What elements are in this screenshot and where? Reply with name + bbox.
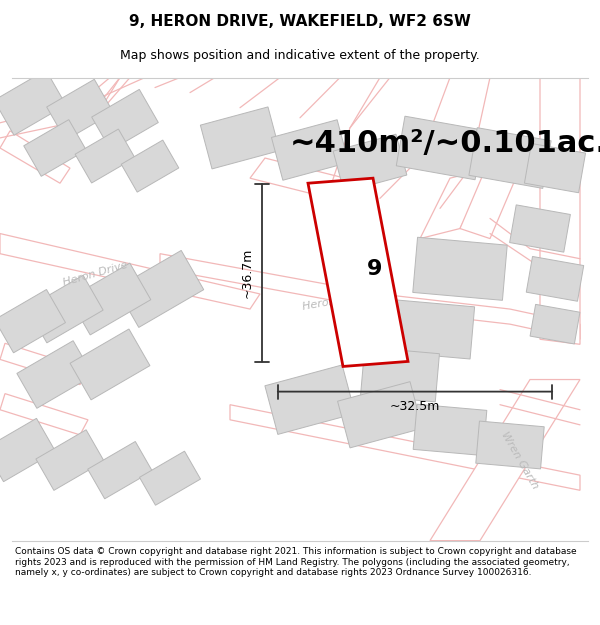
- Polygon shape: [524, 144, 586, 192]
- Polygon shape: [0, 289, 65, 352]
- Polygon shape: [413, 404, 487, 456]
- Polygon shape: [540, 78, 580, 344]
- Polygon shape: [24, 119, 86, 176]
- Polygon shape: [469, 127, 551, 188]
- Polygon shape: [121, 140, 179, 192]
- Polygon shape: [70, 329, 150, 400]
- Polygon shape: [430, 379, 580, 541]
- Text: Wren Garth: Wren Garth: [500, 430, 541, 491]
- Polygon shape: [230, 405, 580, 490]
- Polygon shape: [509, 205, 571, 252]
- Polygon shape: [338, 382, 422, 448]
- Text: 9, HERON DRIVE, WAKEFIELD, WF2 6SW: 9, HERON DRIVE, WAKEFIELD, WF2 6SW: [129, 14, 471, 29]
- Text: Heron Drive: Heron Drive: [61, 260, 128, 288]
- Polygon shape: [530, 304, 580, 344]
- Polygon shape: [413, 238, 507, 301]
- Polygon shape: [0, 131, 70, 183]
- Polygon shape: [361, 347, 439, 402]
- Polygon shape: [69, 263, 151, 335]
- Polygon shape: [17, 341, 93, 408]
- Text: Heron Drive: Heron Drive: [301, 290, 369, 312]
- Polygon shape: [200, 107, 280, 169]
- Text: Map shows position and indicative extent of the property.: Map shows position and indicative extent…: [120, 49, 480, 62]
- Polygon shape: [526, 256, 584, 301]
- Polygon shape: [139, 451, 200, 505]
- Polygon shape: [0, 343, 88, 384]
- Polygon shape: [88, 441, 152, 499]
- Polygon shape: [92, 89, 158, 150]
- Text: Contains OS data © Crown copyright and database right 2021. This information is : Contains OS data © Crown copyright and d…: [15, 548, 577, 577]
- Polygon shape: [47, 79, 113, 140]
- Polygon shape: [250, 158, 345, 198]
- Polygon shape: [460, 158, 520, 239]
- Text: ~32.5m: ~32.5m: [390, 399, 440, 412]
- Polygon shape: [75, 129, 135, 183]
- Polygon shape: [265, 365, 355, 434]
- Polygon shape: [116, 251, 204, 328]
- Text: ~410m²/~0.101ac.: ~410m²/~0.101ac.: [290, 129, 600, 158]
- Polygon shape: [36, 430, 104, 491]
- Polygon shape: [160, 254, 580, 339]
- Polygon shape: [271, 120, 349, 180]
- Polygon shape: [420, 168, 490, 239]
- Polygon shape: [396, 116, 484, 180]
- Polygon shape: [308, 178, 408, 366]
- Polygon shape: [0, 234, 260, 309]
- Polygon shape: [0, 70, 66, 135]
- Polygon shape: [476, 421, 544, 469]
- Polygon shape: [333, 134, 407, 192]
- Polygon shape: [0, 394, 88, 435]
- Text: ~36.7m: ~36.7m: [241, 248, 254, 298]
- Polygon shape: [0, 418, 55, 482]
- Text: 9: 9: [367, 259, 383, 279]
- Polygon shape: [27, 275, 103, 343]
- Polygon shape: [385, 299, 475, 359]
